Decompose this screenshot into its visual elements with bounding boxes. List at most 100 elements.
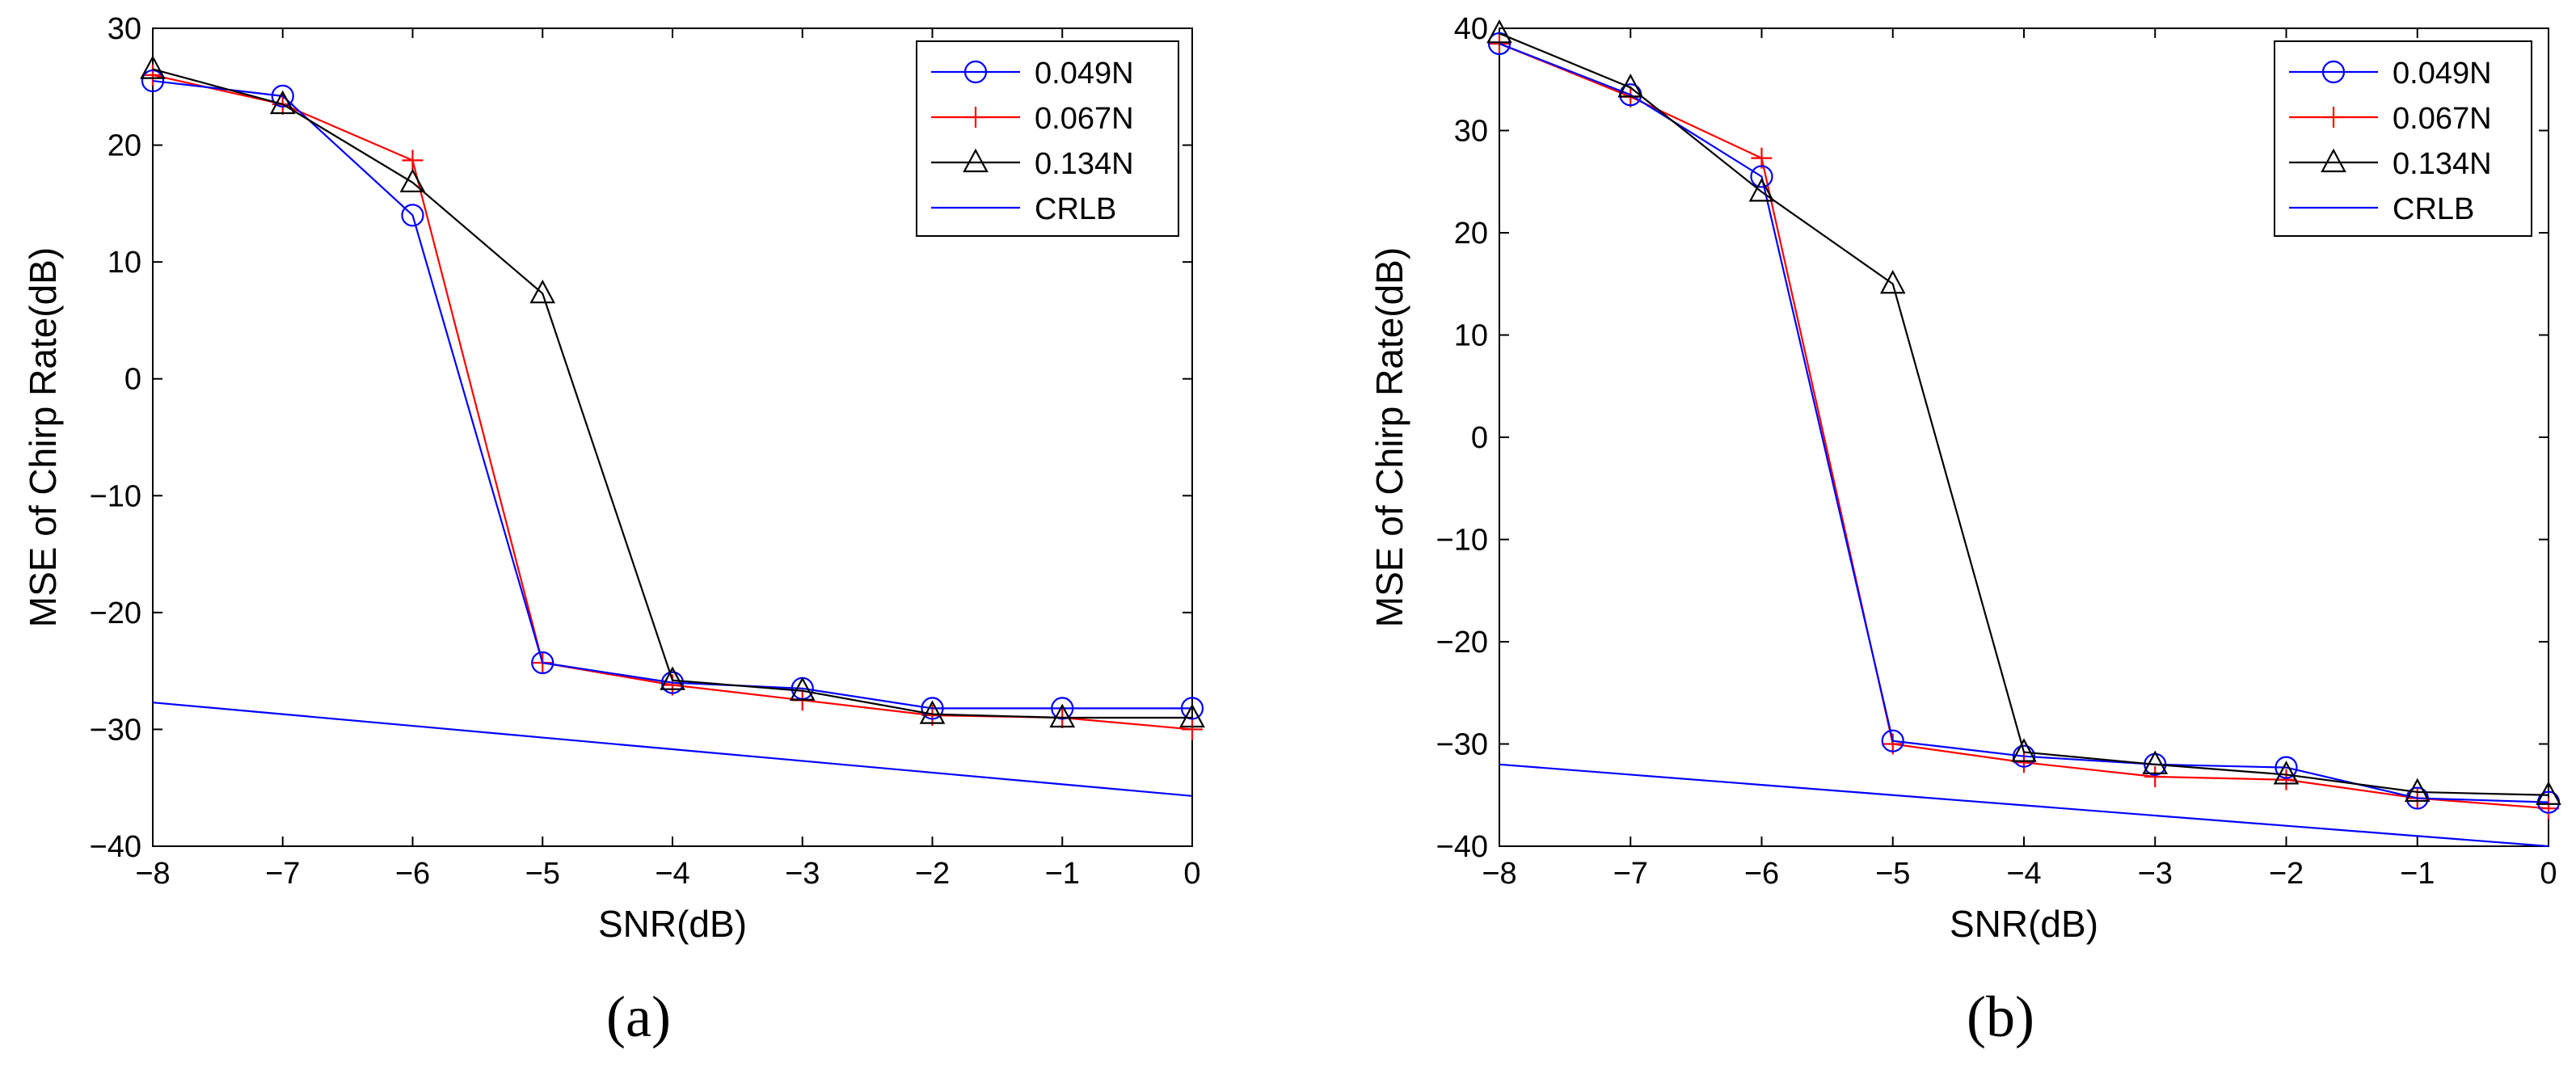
x-axis-label: SNR(dB) — [598, 903, 747, 945]
data-point — [1487, 32, 1511, 56]
legend-label: 0.134N — [1035, 147, 1134, 181]
data-point — [402, 150, 424, 171]
x-tick-label: −6 — [395, 857, 430, 891]
y-tick-label: 30 — [1454, 115, 1488, 149]
x-tick-label: −7 — [1613, 857, 1648, 891]
data-point — [1049, 703, 1076, 728]
data-point — [1879, 269, 1906, 294]
x-tick-label: −8 — [1482, 857, 1516, 891]
legend-marker — [963, 60, 988, 84]
series-line — [1499, 763, 2549, 848]
data-point — [2275, 756, 2298, 779]
series-line — [152, 79, 1192, 710]
data-point — [789, 676, 816, 701]
data-point — [2011, 738, 2037, 762]
data-point — [140, 55, 166, 79]
data-point — [1617, 74, 1644, 98]
data-point — [1182, 719, 1203, 740]
x-tick-label: −3 — [2138, 857, 2173, 891]
y-tick-label: −20 — [1436, 626, 1488, 660]
chart-panel-b: −8 −7 −6 −5 −4 −3 −2 −1 0−40−30−20−10010203040SN… — [1368, 12, 2561, 1049]
y-tick-label: 20 — [108, 129, 141, 163]
x-tick-label: −2 — [2269, 857, 2304, 891]
series-crlb — [152, 702, 1193, 797]
data-point — [660, 671, 685, 694]
y-tick-label: −40 — [90, 830, 141, 864]
legend-box — [916, 40, 1179, 237]
x-tick-label: −4 — [655, 857, 689, 891]
x-tick-label: 0 — [2540, 857, 2557, 891]
series-0.134n — [140, 55, 1205, 728]
y-tick-label: −40 — [1436, 830, 1488, 864]
data-point — [1751, 147, 1773, 169]
legend-marker — [963, 148, 989, 173]
y-axis-label: MSE of Chirp Rate(dB) — [1368, 247, 1410, 627]
x-tick-label: −2 — [915, 857, 950, 891]
x-tick-label: −5 — [1875, 857, 1910, 891]
series-crlb — [1499, 763, 2549, 848]
y-tick-label: −10 — [90, 479, 141, 513]
series-line — [152, 68, 1192, 719]
y-axis-label: MSE of Chirp Rate(dB) — [22, 247, 64, 627]
series-0.067n — [1489, 32, 2559, 820]
legend: 0.049N 0.067N 0.134N CRLB — [916, 40, 1179, 237]
y-tick-label: 30 — [108, 12, 141, 46]
data-point — [531, 651, 554, 675]
x-tick-label: −3 — [785, 857, 820, 891]
series-line — [1499, 32, 2549, 796]
x-tick-label: −4 — [2006, 857, 2041, 891]
legend-label: 0.134N — [2393, 147, 2492, 181]
data-point — [271, 84, 294, 107]
series-0.134n — [1486, 19, 2561, 805]
data-point — [1881, 729, 1904, 752]
y-tick-label: 10 — [108, 246, 141, 280]
x-tick-label: −1 — [1045, 857, 1080, 891]
x-tick-label: −5 — [525, 857, 560, 891]
y-tick-label: −30 — [90, 713, 141, 747]
legend-label: 0.049N — [1035, 57, 1134, 91]
data-point — [1179, 703, 1205, 728]
data-point — [1051, 697, 1074, 720]
data-point — [1750, 165, 1773, 188]
x-tick-label: −7 — [265, 857, 300, 891]
data-point — [2144, 765, 2166, 787]
data-point — [2275, 769, 2297, 790]
data-point — [919, 700, 946, 724]
x-axis-label: SNR(dB) — [1950, 903, 2098, 945]
data-point — [2536, 781, 2561, 805]
legend-marker — [2323, 107, 2344, 128]
legend-label: 0.067N — [1035, 102, 1134, 136]
y-tick-label: 0 — [124, 363, 141, 397]
legend-box — [2274, 40, 2532, 237]
data-point — [660, 666, 685, 690]
legend-label: 0.067N — [2393, 102, 2492, 136]
series-line — [152, 702, 1193, 797]
data-point — [401, 204, 424, 227]
legend-label: CRLB — [1035, 192, 1116, 226]
y-tick-label: 40 — [1454, 12, 1488, 46]
data-point — [2142, 750, 2169, 774]
legend-label: CRLB — [2393, 192, 2474, 226]
x-tick-label: 0 — [1183, 857, 1200, 891]
data-point — [1748, 178, 1775, 202]
legend: 0.049N 0.067N 0.134N CRLB — [2274, 40, 2532, 237]
data-point — [399, 168, 426, 192]
data-point — [921, 697, 944, 720]
y-tick-label: −10 — [1436, 524, 1488, 558]
y-tick-label: −20 — [90, 596, 141, 630]
legend-marker — [2321, 60, 2346, 84]
y-tick-label: 0 — [1471, 421, 1488, 455]
data-point — [269, 90, 296, 115]
y-tick-label: −30 — [1436, 728, 1488, 762]
data-point — [529, 279, 556, 304]
data-point — [2273, 761, 2300, 785]
data-point — [1180, 697, 1204, 720]
data-point — [2012, 744, 2036, 768]
data-point — [142, 64, 163, 86]
y-tick-label: 10 — [1454, 319, 1488, 353]
chart-panel-a: −8 −7 −6 −5 −4 −3 −2 −1 0−40−30−20−100102030SNR(… — [22, 12, 1205, 1049]
panel-caption: (a) — [606, 984, 671, 1049]
data-point — [141, 69, 165, 93]
y-tick-label: 20 — [1454, 217, 1488, 251]
